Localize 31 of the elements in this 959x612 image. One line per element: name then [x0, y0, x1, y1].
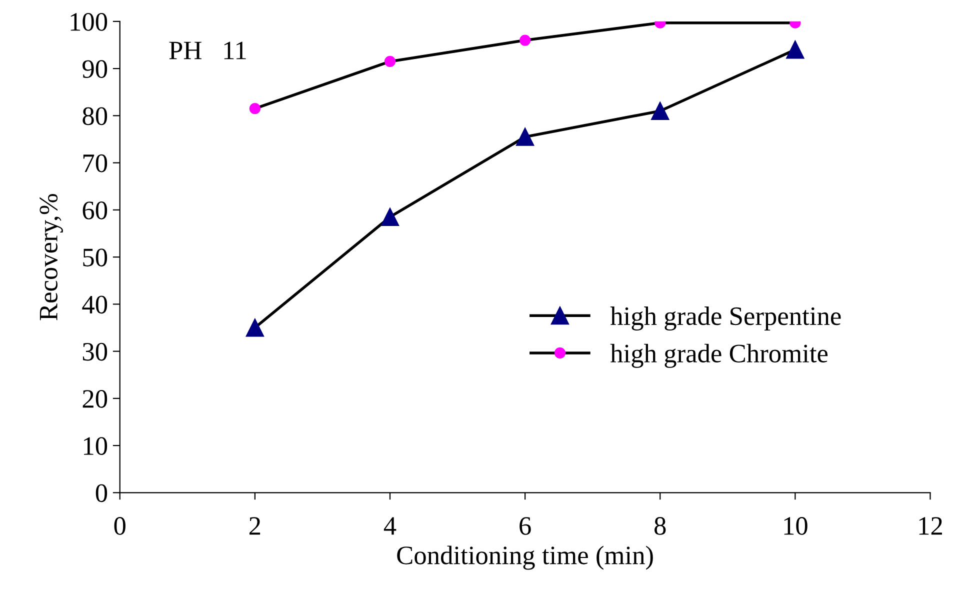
y-tick-label: 100: [70, 13, 108, 31]
x-tick-label: 0: [114, 517, 126, 535]
y-tick-label: 90: [82, 60, 108, 78]
point: [246, 318, 264, 337]
x-tick-label: 2: [249, 517, 260, 535]
y-axis-title: Recovery,%: [40, 194, 63, 320]
x-tick-label: 8: [654, 517, 666, 535]
point: [786, 40, 804, 59]
x-tick-label: 12: [919, 517, 942, 535]
annotation: PH 11: [169, 42, 246, 60]
x-axis-title: Conditioning time (min): [397, 546, 653, 570]
y-tick-label: 40: [82, 296, 108, 314]
x-tick-label: 6: [520, 517, 531, 535]
x-tick-label: 4: [384, 517, 396, 535]
y-tick-label: 10: [84, 437, 108, 455]
point: [651, 102, 670, 120]
point: [516, 128, 534, 146]
point: [249, 103, 260, 114]
point: [380, 208, 400, 226]
y-tick-label: 30: [82, 342, 108, 361]
legend-label: high grade Chromite: [610, 344, 828, 368]
y-tick-label: 20: [82, 390, 108, 408]
y-tick-label: 0: [96, 484, 108, 502]
legend-label: high grade Serpentine: [610, 306, 841, 331]
y-tick-label: 50: [83, 248, 108, 266]
point: [519, 34, 531, 46]
y-tick-label: 60: [82, 202, 108, 220]
y-tick-label: 70: [83, 154, 108, 172]
y-tick-label: 80: [82, 107, 108, 126]
point: [384, 56, 396, 68]
x-tick-label: 10: [784, 517, 808, 535]
